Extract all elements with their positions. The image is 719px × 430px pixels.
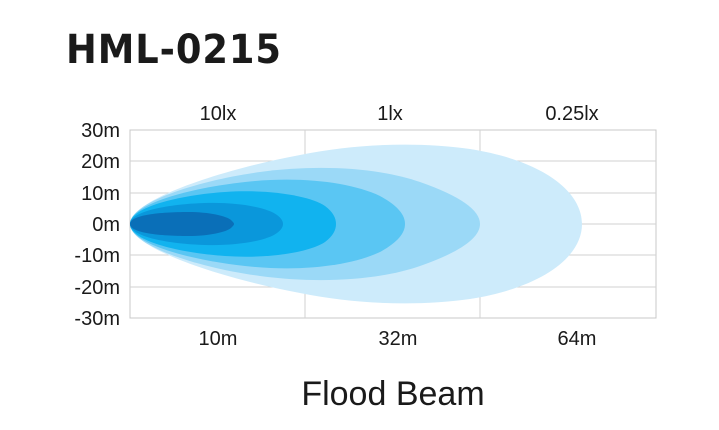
x-tick-label: 10m: [199, 328, 238, 350]
y-tick-label: -20m: [74, 277, 120, 299]
y-tick-label: -10m: [74, 245, 120, 267]
y-tick-label: 20m: [81, 151, 120, 173]
beam-contours: [130, 144, 582, 304]
model-title: HML-0215: [66, 27, 282, 73]
lux-labels: 10lx 1lx 0.25lx: [200, 103, 599, 125]
lux-label-0-25lx: 0.25lx: [545, 103, 598, 125]
y-tick-label: 10m: [81, 183, 120, 205]
y-tick-label: -30m: [74, 308, 120, 330]
contour-core: [130, 212, 234, 236]
x-axis-ticks: 10m 32m 64m: [199, 328, 597, 350]
y-axis-ticks: 30m 20m 10m 0m -10m -20m -30m: [74, 120, 120, 330]
x-tick-label: 64m: [558, 328, 597, 350]
y-tick-label: 0m: [92, 214, 120, 236]
beam-type-caption: Flood Beam: [301, 375, 485, 413]
lux-label-10lx: 10lx: [200, 103, 237, 125]
x-tick-label: 32m: [379, 328, 418, 350]
lux-label-1lx: 1lx: [377, 103, 403, 125]
y-tick-label: 30m: [81, 120, 120, 142]
